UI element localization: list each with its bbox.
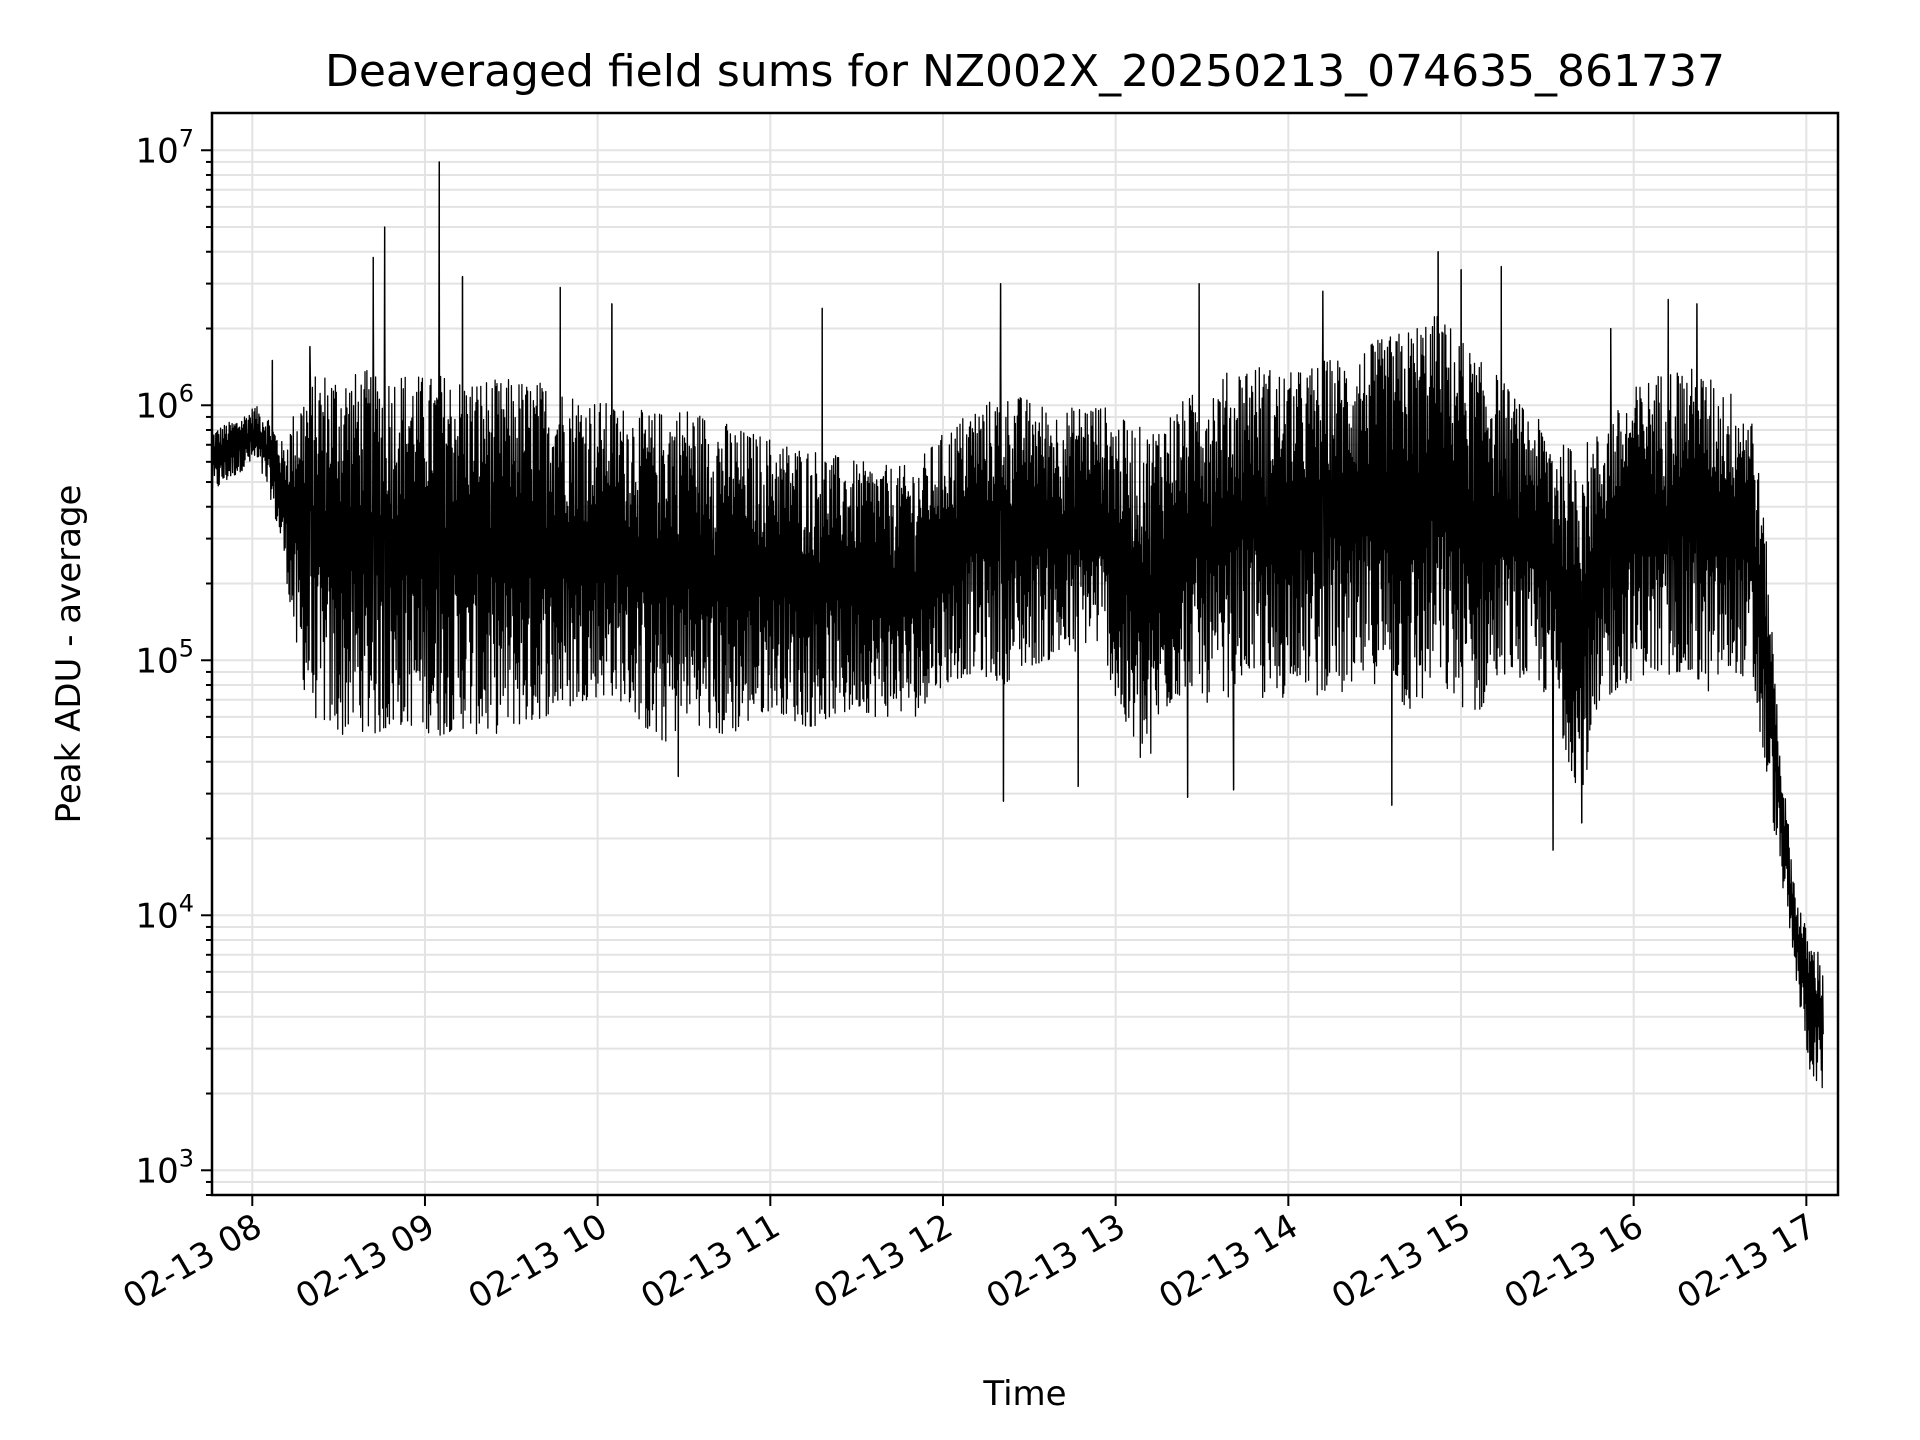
x-axis-label: Time (982, 1374, 1066, 1414)
plot-frame (210, 111, 1840, 1197)
y-axis-label: Peak ADU - average (49, 485, 89, 824)
chart-title: Deaveraged field sums for NZ002X_2025021… (325, 46, 1725, 97)
series-line (211, 161, 1824, 1089)
y-tick-label: 105 (135, 634, 194, 681)
series (211, 161, 1824, 1089)
y-tick-label: 104 (135, 889, 194, 936)
y-tick-label: 106 (135, 379, 194, 426)
y-tick-label: 107 (135, 124, 194, 171)
y-tick-label: 103 (135, 1144, 194, 1191)
